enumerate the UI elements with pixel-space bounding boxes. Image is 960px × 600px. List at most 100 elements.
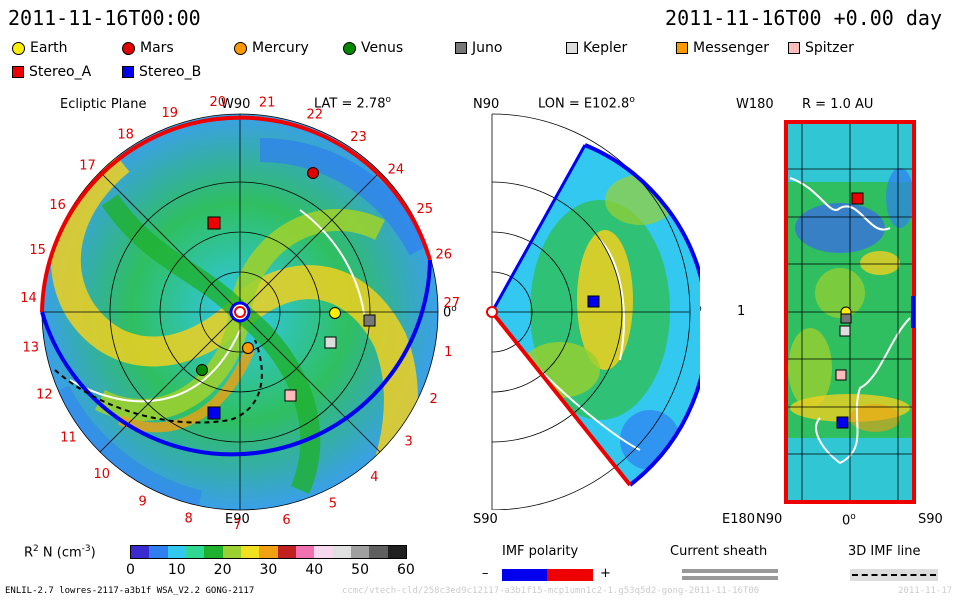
legend-label: Juno xyxy=(472,40,503,56)
carrington-number: 2 xyxy=(430,392,438,407)
sphere-stereo-b-marker xyxy=(836,416,849,429)
carrington-number: 1 xyxy=(444,345,452,360)
carrington-number: 3 xyxy=(404,435,412,450)
meridional-density xyxy=(520,175,680,470)
legend-stereo-a: Stereo_A xyxy=(12,64,91,80)
colorbar-segment xyxy=(314,546,333,558)
carrington-number: 12 xyxy=(36,388,53,403)
date-right: 2011-11-16T00 +0.00 day xyxy=(665,6,942,30)
panel3-mid-label: 1 xyxy=(737,304,746,319)
legend-label: Mars xyxy=(140,40,174,56)
carrington-number: 27 xyxy=(444,296,461,311)
colorbar-segment xyxy=(149,546,168,558)
mercury-circle-icon xyxy=(234,41,247,55)
sphere-spitzer-marker xyxy=(835,369,847,381)
s90-label: S90 xyxy=(473,512,498,527)
sphere-stereo-a-marker xyxy=(851,192,864,205)
watermark: ccmc/vtech-cld/258c3ed9c12117-a3b1f15-mc… xyxy=(342,586,760,596)
sun-icon xyxy=(229,301,251,323)
legend-messenger: Messenger xyxy=(676,40,769,56)
colorbar-tick: 40 xyxy=(305,562,324,578)
meridional-grid xyxy=(491,113,691,510)
mars-circle-icon xyxy=(122,41,135,55)
imf-negative-arc xyxy=(40,259,432,457)
watermark-right: 2011-11-17 xyxy=(898,586,953,596)
carrington-number: 7 xyxy=(233,518,241,530)
imf3d-title: 3D IMF line xyxy=(848,544,921,559)
carrington-number: 16 xyxy=(49,198,66,213)
imf-negative-swatch xyxy=(502,569,547,581)
legend-stereo-b: Stereo_B xyxy=(122,64,201,80)
colorbar-tick: 20 xyxy=(213,562,232,578)
colorbar-label: R2 N (cm-3) xyxy=(24,544,96,561)
colorbar-segment xyxy=(167,546,186,558)
carrington-number: 13 xyxy=(23,340,40,355)
legend-mercury: Mercury xyxy=(234,40,309,56)
e180-label: E180 xyxy=(722,512,756,527)
colorbar-segment xyxy=(332,546,351,558)
sheath-swatch-1 xyxy=(682,569,778,573)
legend-label: Messenger xyxy=(693,40,770,56)
juno-square-icon xyxy=(455,42,467,54)
current-sheath-title: Current sheath xyxy=(670,544,768,559)
colorbar-tick: 10 xyxy=(167,562,186,578)
current-sheath-line xyxy=(54,339,263,424)
meridional-lower-edge xyxy=(490,310,632,487)
carrington-number: 6 xyxy=(282,513,290,528)
carrington-number: 11 xyxy=(60,431,77,446)
model-info: ENLIL-2.7 lowres-2117-a3b1f WSA_V2.2 GON… xyxy=(5,586,255,596)
carrington-number: 14 xyxy=(20,291,37,306)
colorbar-segment xyxy=(222,546,241,558)
ecliptic-plane-plot: 20 21222324252627123456789101112131415161… xyxy=(20,95,461,530)
r-label: R = 1.0 AU xyxy=(802,97,874,112)
imf-minus: – xyxy=(482,566,489,581)
carrington-number: 22 xyxy=(307,108,324,123)
colorbar-segment xyxy=(369,546,388,558)
legend-label: Mercury xyxy=(252,40,309,56)
n90-bottom-label: N90 xyxy=(756,512,783,527)
carrington-number: 24 xyxy=(388,162,405,177)
carrington-number: 9 xyxy=(139,494,147,509)
colorbar-tick: 30 xyxy=(259,562,278,578)
stereo-b-marker xyxy=(207,406,221,420)
mercury-marker xyxy=(242,342,254,354)
w180-label: W180 xyxy=(736,97,774,112)
legend-earth: Earth xyxy=(12,40,68,56)
sphere-map-plot xyxy=(784,120,916,504)
meridional-stereo-b-marker xyxy=(587,295,600,308)
sphere-kepler-marker xyxy=(839,325,851,337)
ecliptic-zero-label: 0o xyxy=(443,304,457,321)
meridional-plot xyxy=(486,113,700,510)
mars-marker xyxy=(307,167,319,179)
carrington-number: 8 xyxy=(185,512,193,527)
carrington-number: 5 xyxy=(329,497,337,512)
carrington-number: 17 xyxy=(79,159,96,174)
lat-label: LAT = 2.78o xyxy=(314,95,391,112)
carrington-number: 4 xyxy=(370,470,378,485)
venus-circle-icon xyxy=(343,41,356,55)
zero-bottom-label: 0o xyxy=(842,512,856,529)
legend-juno: Juno xyxy=(455,40,502,56)
colorbar-segment xyxy=(204,546,223,558)
colorbar-segment xyxy=(240,546,260,558)
carrington-number: 19 xyxy=(162,106,179,121)
colorbar-segment xyxy=(295,546,315,558)
legend-kepler: Kepler xyxy=(566,40,627,56)
legend-label: Earth xyxy=(30,40,68,56)
imf-positive-arc xyxy=(40,115,432,313)
carrington-number: 18 xyxy=(117,128,134,143)
venus-marker xyxy=(196,364,208,376)
legend-label: Venus xyxy=(361,40,404,56)
stereo-a-marker xyxy=(207,216,221,230)
colorbar-tick: 60 xyxy=(397,562,415,578)
carrington-number: 20 xyxy=(210,95,227,110)
colorbar xyxy=(130,545,407,559)
colorbar-tick: 0 xyxy=(126,562,135,578)
s90-bottom-label: S90 xyxy=(918,512,943,527)
legend-label: Stereo_B xyxy=(139,64,202,80)
carrington-number: 25 xyxy=(417,202,434,217)
lon-label: LON = E102.8o xyxy=(538,95,635,112)
meridional-outer-arc xyxy=(584,143,700,487)
kepler-square-icon xyxy=(566,42,578,54)
colorbar-segment xyxy=(277,546,296,558)
